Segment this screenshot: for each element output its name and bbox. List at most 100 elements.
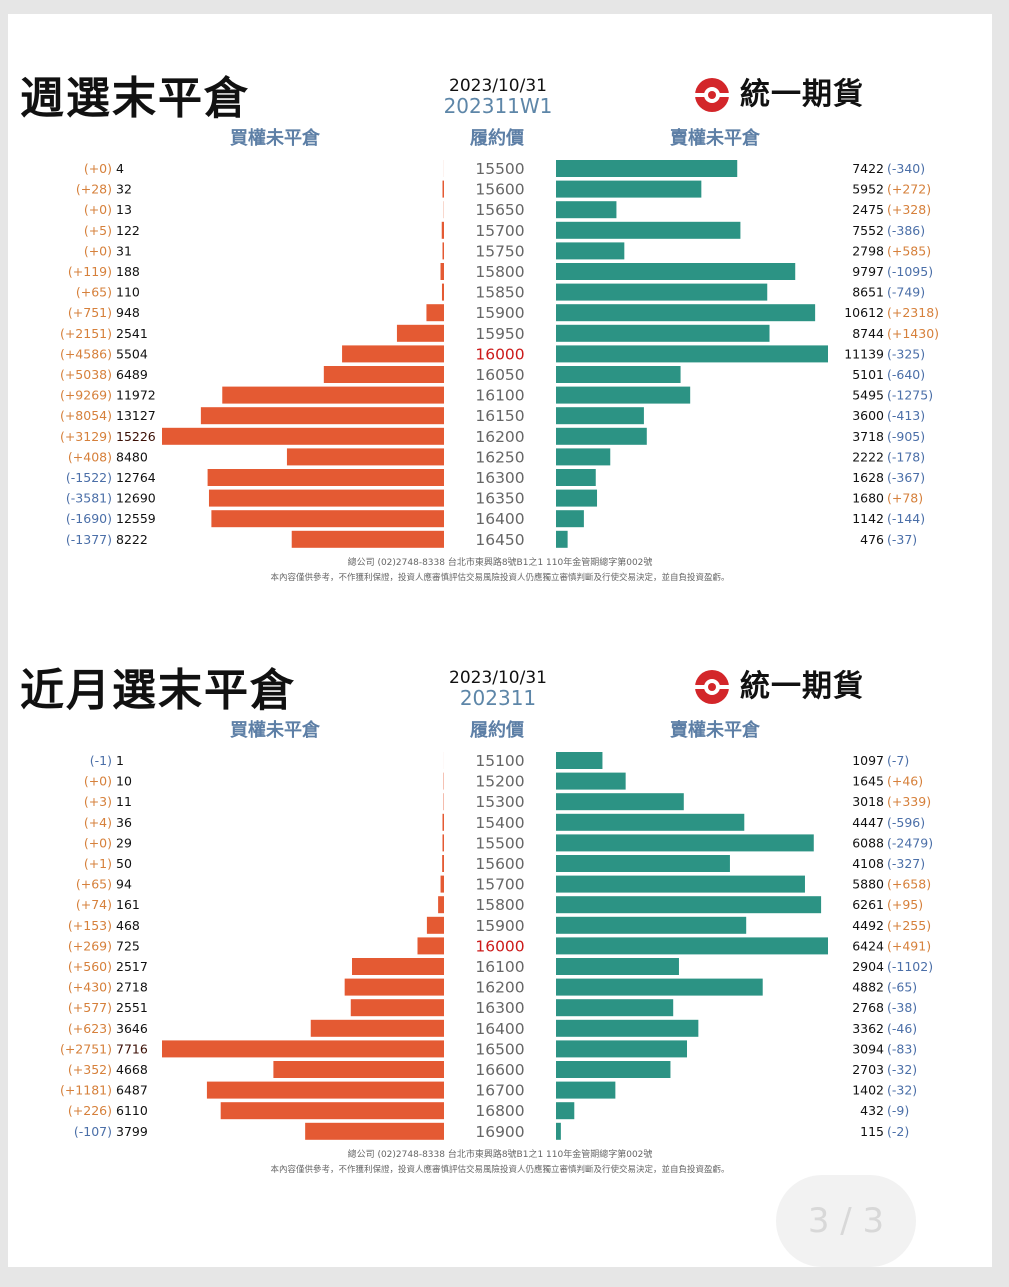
put-oi-change-label: (-640) xyxy=(887,367,925,382)
put-oi-bar xyxy=(556,221,741,239)
strike-label: 16000 xyxy=(475,937,524,955)
put-oi-change-label: (-327) xyxy=(887,856,925,871)
strike-label: 16100 xyxy=(475,958,524,976)
page-indicator[interactable]: 3 / 3 xyxy=(776,1175,916,1267)
strike-label: 16150 xyxy=(475,407,524,425)
call-oi-change-label: (+623) xyxy=(68,1021,112,1036)
call-oi-change-label: (+65) xyxy=(76,877,112,892)
put-oi-bar xyxy=(556,263,796,280)
call-oi-value-label: 4668 xyxy=(116,1062,148,1077)
contract-period: 202311W1 xyxy=(443,94,553,118)
call-oi-value-label: 50 xyxy=(116,856,132,871)
call-oi-change-label: (+560) xyxy=(68,959,112,974)
call-oi-bar xyxy=(440,875,444,893)
put-oi-value-label: 7552 xyxy=(852,223,884,238)
call-oi-bar xyxy=(344,978,444,996)
put-oi-value-label: 2703 xyxy=(852,1062,884,1077)
put-oi-change-label: (-178) xyxy=(887,449,925,464)
call-oi-value-label: 725 xyxy=(116,938,140,953)
put-oi-bar xyxy=(556,530,568,548)
call-oi-bar xyxy=(396,324,444,342)
call-oi-bar xyxy=(352,958,444,975)
put-oi-value-label: 5101 xyxy=(852,367,884,382)
call-oi-change-label: (+269) xyxy=(68,938,112,953)
call-oi-bar xyxy=(442,242,444,260)
call-oi-header: 買權未平倉 xyxy=(230,128,320,149)
strike-label: 15800 xyxy=(475,896,524,914)
call-oi-value-label: 8480 xyxy=(116,449,148,464)
put-oi-change-label: (-749) xyxy=(887,285,925,300)
call-oi-change-label: (+5) xyxy=(84,223,112,238)
put-oi-change-label: (-1102) xyxy=(887,959,933,974)
put-oi-bar xyxy=(556,1122,561,1140)
call-oi-change-label: (+3129) xyxy=(60,429,112,444)
strike-label: 15500 xyxy=(475,834,524,852)
call-oi-change-label: (+65) xyxy=(76,285,112,300)
call-oi-value-label: 122 xyxy=(116,223,140,238)
put-oi-value-label: 5952 xyxy=(852,182,884,197)
put-oi-bar xyxy=(556,958,679,975)
put-oi-value-label: 6424 xyxy=(852,938,884,953)
strike-label: 16450 xyxy=(475,531,524,549)
put-oi-change-label: (-9) xyxy=(887,1103,909,1118)
put-oi-change-label: (+272) xyxy=(887,182,931,197)
put-oi-bar xyxy=(556,1019,699,1037)
call-oi-bar xyxy=(310,1019,444,1037)
strike-label: 15300 xyxy=(475,793,524,811)
put-oi-value-label: 11139 xyxy=(844,346,884,361)
put-oi-change-label: (-325) xyxy=(887,346,925,361)
call-oi-change-label: (+74) xyxy=(76,897,112,912)
put-oi-bar xyxy=(556,813,745,831)
strike-label: 16100 xyxy=(475,387,524,405)
call-oi-change-label: (+3) xyxy=(84,794,112,809)
put-oi-value-label: 2798 xyxy=(852,243,884,258)
call-oi-bar xyxy=(323,366,444,383)
brand-logo: 統一期貨 xyxy=(690,76,920,116)
put-oi-change-label: (-1275) xyxy=(887,388,933,403)
strike-label: 16300 xyxy=(475,469,524,487)
footer-address: 總公司 (02)2748-8338 台北市東興路8號B1之1 110年金管期總字… xyxy=(347,558,653,568)
report-date: 2023/10/31 xyxy=(449,76,547,96)
put-oi-bar xyxy=(556,793,684,811)
call-oi-value-label: 12559 xyxy=(116,511,156,526)
call-oi-change-label: (+226) xyxy=(68,1103,112,1118)
weekly-oi-chart: (+0) 4 15500 7422 (-340) (+28) 32 15600 5952 (+27… xyxy=(60,160,939,549)
put-oi-change-label: (-1095) xyxy=(887,264,933,279)
strike-label: 15650 xyxy=(475,201,524,219)
strike-label: 15500 xyxy=(475,160,524,178)
put-oi-bar xyxy=(556,752,603,769)
put-oi-bar xyxy=(556,366,681,383)
call-oi-value-label: 4 xyxy=(116,161,124,176)
call-oi-bar xyxy=(206,1081,444,1099)
page: 週選末平倉 2023/10/31 202311W1 統一期貨 買權未平倉 履約價… xyxy=(8,14,992,1267)
call-oi-change-label: (-1377) xyxy=(66,532,112,547)
put-oi-value-label: 1097 xyxy=(852,753,884,768)
brand-name: 統一期貨 xyxy=(740,669,864,704)
brand-logo: 統一期貨 xyxy=(690,668,920,708)
call-oi-change-label: (+0) xyxy=(84,774,112,789)
call-oi-change-label: (+4586) xyxy=(60,346,112,361)
call-oi-change-label: (+153) xyxy=(68,918,112,933)
strike-label: 15900 xyxy=(475,304,524,322)
footer-disclaimer: 本內容僅供參考，不作獲利保證，投資人應審慎評估交易風險投資人仍應獨立審慎判斷及行… xyxy=(270,1165,730,1175)
call-oi-value-label: 3799 xyxy=(116,1124,148,1139)
panel-title: 週選末平倉 xyxy=(20,73,250,124)
call-oi-change-label: (+28) xyxy=(76,182,112,197)
strike-label: 16200 xyxy=(475,428,524,446)
strike-header: 履約價 xyxy=(470,128,524,149)
put-oi-value-label: 432 xyxy=(860,1103,884,1118)
call-oi-value-label: 12690 xyxy=(116,491,156,506)
report-date: 2023/10/31 xyxy=(449,668,547,688)
put-oi-value-label: 3018 xyxy=(852,794,884,809)
call-oi-value-label: 6110 xyxy=(116,1103,148,1118)
call-oi-bar xyxy=(442,834,444,852)
call-oi-value-label: 29 xyxy=(116,835,132,850)
put-oi-change-label: (-32) xyxy=(887,1083,917,1098)
call-oi-change-label: (+2151) xyxy=(60,326,112,341)
put-oi-change-label: (-413) xyxy=(887,408,925,423)
call-oi-change-label: (+4) xyxy=(84,815,112,830)
call-oi-bar xyxy=(350,999,444,1017)
call-oi-value-label: 1 xyxy=(116,753,124,768)
put-oi-value-label: 3094 xyxy=(852,1041,884,1056)
call-oi-value-label: 7716 xyxy=(116,1041,148,1056)
